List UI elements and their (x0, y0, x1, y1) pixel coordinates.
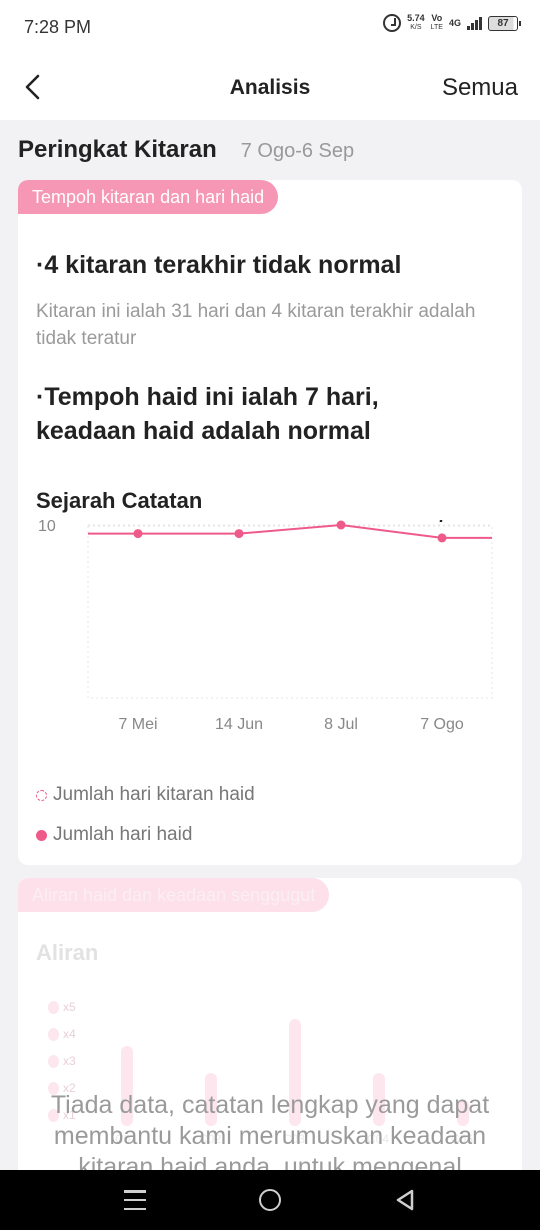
flow-bar (373, 1073, 385, 1126)
volte-indicator: Vo LTE (431, 14, 443, 32)
section-title: Peringkat Kitaran (18, 136, 217, 163)
flow-level-label: x2 (63, 1081, 76, 1095)
cycle-description: Kitaran ini ialah 31 hari dan 4 kitaran … (36, 301, 476, 349)
x-tick-label: 14 Jun (215, 716, 263, 733)
period-headline-line1: ·Tempoh haid ini ialah 7 hari, (36, 383, 379, 411)
flow-x-label: C04 (367, 1132, 390, 1146)
chevron-left-icon[interactable] (20, 72, 50, 102)
flow-bar (121, 1046, 133, 1126)
legend-cycle: Jumlah hari kitaran haid (36, 784, 255, 806)
period-days-point (336, 520, 346, 530)
period-days-point (234, 529, 244, 539)
flow-level-1: x1 (48, 1108, 76, 1122)
flow-tag: Aliran haid dan keadaan senggugut (18, 878, 330, 912)
system-nav-bar (0, 1170, 540, 1230)
empty-state-line: membantu kami merumuskan keadaan (53, 1122, 487, 1150)
period-days-label: 8 (234, 520, 243, 522)
period-days-point (133, 529, 143, 539)
volte-vo: Vo (431, 13, 443, 23)
all-button[interactable]: Semua (441, 74, 518, 101)
drop-icon (48, 1027, 59, 1041)
status-bar: 7:28 PM 5.74 K/S Vo LTE 4G 87 (0, 0, 540, 56)
chart-grid-frame (87, 525, 493, 699)
period-days-label: 7 (437, 520, 446, 526)
period-headline-line2: keadaan haid adalah normal (36, 417, 371, 445)
cycle-headline: ·4 kitaran terakhir tidak normal (36, 251, 402, 279)
alarm-icon (383, 14, 402, 32)
network-gen-label: 4G (448, 17, 461, 28)
period-days-line (88, 523, 492, 539)
flow-level-label: x5 (63, 1000, 76, 1014)
chart-title: Sejarah Catatan (36, 488, 203, 513)
legend-cycle-marker (36, 789, 47, 801)
home-icon[interactable] (259, 1189, 281, 1211)
battery-level: 87 (497, 17, 509, 29)
network-gen: 4G (448, 17, 461, 28)
signal-icon (467, 16, 482, 30)
flow-level-5: x5 (48, 1000, 76, 1014)
legend-period: Jumlah hari haid (36, 824, 192, 846)
date-range: 7 Ogo-6 Sep (240, 140, 355, 162)
x-tick-label: 7 Mei (118, 716, 157, 733)
drop-icon (48, 1000, 59, 1014)
flow-bar (289, 1019, 301, 1126)
flow-level-2: x2 (48, 1081, 76, 1095)
flow-title: Aliran (36, 940, 99, 965)
network-speed-value: 5.74 (407, 13, 425, 23)
flow-x-label: C01 (115, 1132, 138, 1146)
flow-x-label: C05 (451, 1132, 474, 1146)
flow-level-4: x4 (48, 1027, 76, 1041)
legend-period-marker (36, 829, 47, 841)
y-tick-label: 10 (38, 520, 56, 535)
flow-x-label: C03 (283, 1132, 306, 1146)
status-time: 7:28 PM (24, 17, 92, 37)
status-icons: 5.74 K/S Vo LTE 4G 87 (383, 14, 521, 32)
section-header: Peringkat Kitaran 7 Ogo-6 Sep (18, 136, 354, 164)
flow-x-label: C02 (199, 1132, 222, 1146)
legend-cycle-label: Jumlah hari kitaran haid (53, 784, 255, 805)
flow-level-label: x1 (63, 1108, 76, 1122)
x-tick-label: 7 Ogo (420, 716, 464, 733)
flow-level-label: x3 (63, 1054, 76, 1068)
empty-state-line: Tiada data, catatan lengkap yang dapat (50, 1091, 490, 1119)
back-icon[interactable] (394, 1188, 416, 1212)
legend-period-label: Jumlah hari haid (53, 824, 193, 845)
battery-icon: 87 (488, 15, 521, 31)
period-days-label: 8 (133, 520, 142, 522)
period-days-point (437, 533, 447, 543)
network-speed: 5.74 K/S (407, 14, 425, 32)
app-header: Analisis Semua (0, 56, 540, 120)
cycle-card: Tempoh kitaran dan hari haid ·4 kitaran … (18, 180, 522, 865)
menu-icon[interactable] (124, 1190, 146, 1210)
network-speed-unit: K/S (410, 24, 422, 31)
flow-level-3: x3 (48, 1054, 76, 1068)
volte-lte: LTE (430, 24, 443, 31)
x-tick-label: 8 Jul (324, 716, 358, 733)
flow-level-label: x4 (63, 1027, 76, 1041)
flow-bar (205, 1073, 217, 1126)
drop-icon (48, 1108, 59, 1122)
drop-icon (48, 1081, 59, 1095)
cycle-tag: Tempoh kitaran dan hari haid (18, 180, 279, 214)
flow-bar (457, 1100, 469, 1126)
drop-icon (48, 1054, 59, 1068)
